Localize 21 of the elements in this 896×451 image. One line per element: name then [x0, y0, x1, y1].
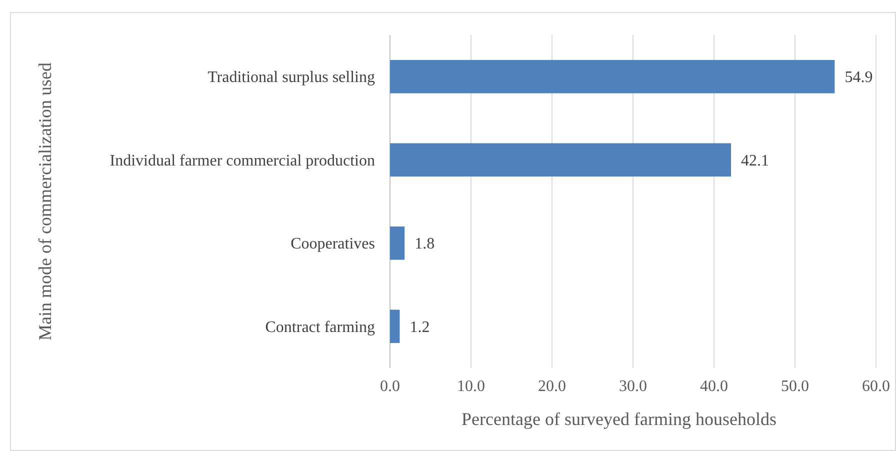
data-label: 42.1 [741, 152, 770, 170]
y-tick-label: Cooperatives [290, 236, 375, 253]
x-tick-label: 50.0 [781, 378, 809, 395]
y-axis-title: Main mode of commercialization used [35, 62, 55, 340]
x-tick-label: 10.0 [457, 378, 485, 395]
x-tick-label: 60.0 [862, 378, 890, 395]
bar [390, 60, 835, 94]
data-label: 1.2 [410, 318, 430, 336]
bar [390, 310, 400, 344]
y-tick-label: Individual farmer commercial production [110, 152, 375, 170]
x-axis-title: Percentage of surveyed farming households [462, 409, 776, 429]
bar [390, 226, 405, 260]
y-tick-label: Traditional surplus selling [208, 69, 375, 86]
data-label: 1.8 [414, 236, 435, 253]
x-tick-label: 20.0 [538, 378, 566, 395]
x-tick-label: 0.0 [380, 378, 400, 395]
x-tick-label: 30.0 [619, 378, 647, 395]
y-tick-label: Contract farming [265, 318, 375, 336]
data-label: 54.9 [844, 69, 873, 86]
bar [390, 143, 732, 177]
x-tick-label: 40.0 [700, 378, 728, 395]
